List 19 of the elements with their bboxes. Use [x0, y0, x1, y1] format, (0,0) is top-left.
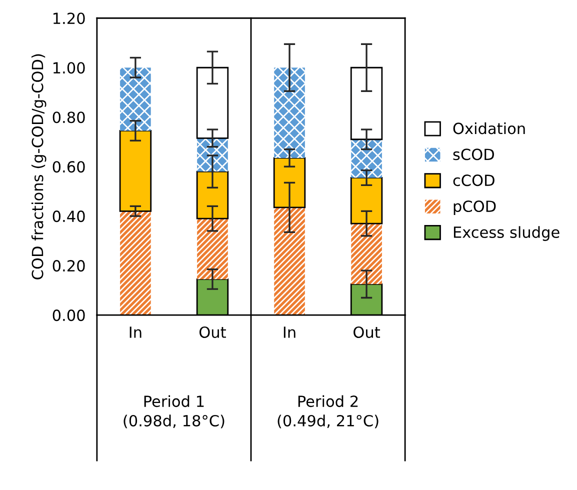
x-tick-label: Out — [199, 326, 226, 338]
x-tick-label: In — [130, 326, 142, 338]
y-tick-label: 0.60 — [52, 161, 85, 173]
y-axis-title: COD fractions (g-COD/g-COD) — [31, 54, 46, 280]
x-tick-label: In — [284, 326, 296, 338]
y-tick-label: 0.20 — [52, 260, 85, 272]
text: Period 2 (0.49d, 21°C) — [278, 395, 378, 428]
y-tick-label: 1.20 — [53, 12, 85, 24]
legend-label: Oxidation — [453, 122, 525, 134]
legend-label: cCOD — [453, 174, 494, 186]
y-tick-label: 0.40 — [52, 210, 85, 222]
y-tick-label: 0.80 — [52, 112, 85, 124]
x-tick-label: Out — [354, 326, 380, 338]
legend-label: pCOD — [454, 200, 496, 216]
legend-label: Excess sludge — [454, 226, 560, 241]
legend-label: sCOD — [453, 148, 494, 160]
text: Period 1 (0.98d, 18°C) — [124, 395, 224, 428]
y-tick-label: 1.00 — [53, 62, 85, 74]
y-tick-label: 0.00 — [52, 310, 85, 322]
